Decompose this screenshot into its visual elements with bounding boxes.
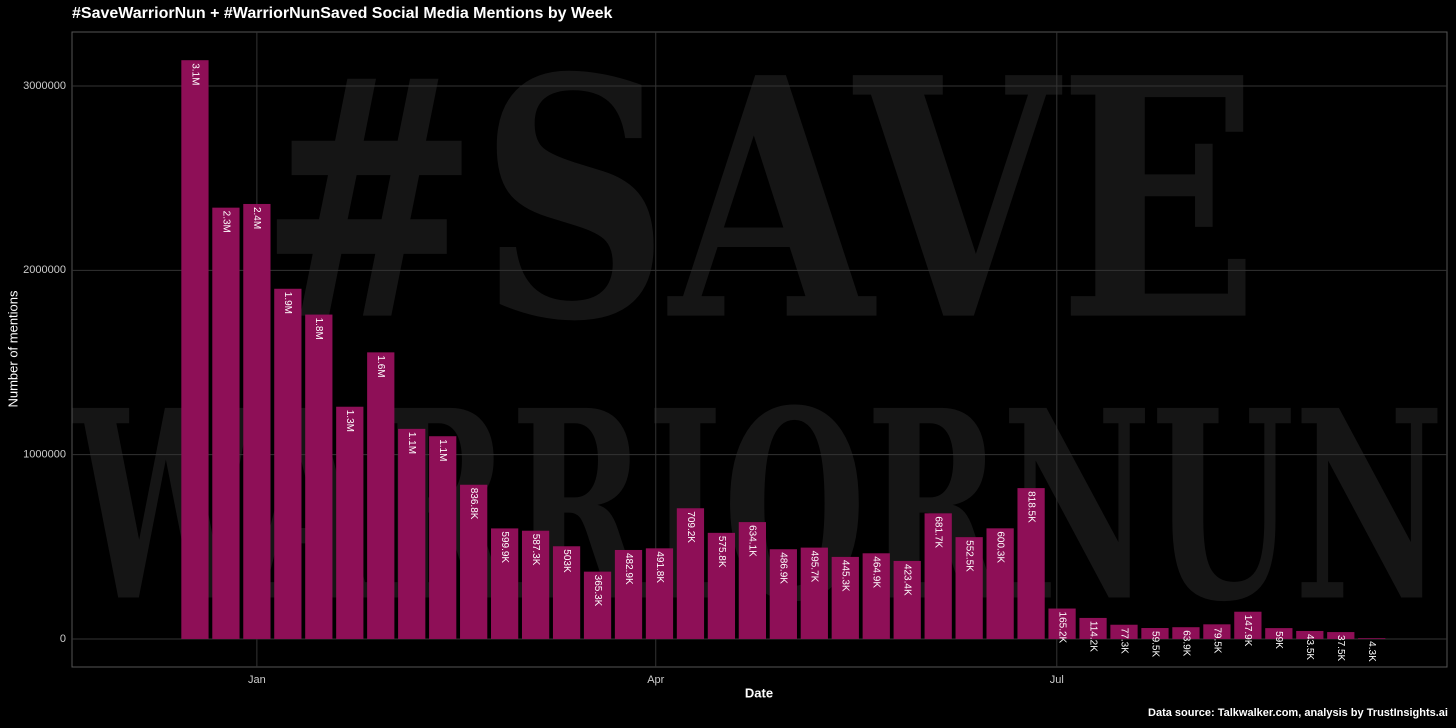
- data-label: 59K: [1273, 631, 1284, 649]
- data-label: 1.3M: [344, 410, 355, 432]
- data-label: 464.9K: [871, 556, 882, 588]
- data-label: 2.4M: [251, 207, 262, 229]
- data-label: 503K: [561, 549, 572, 573]
- bar: [491, 528, 519, 639]
- bar: [336, 406, 364, 639]
- y-axis-label: Number of mentions: [5, 290, 20, 408]
- bar: [614, 549, 643, 639]
- bar: [1048, 608, 1076, 639]
- bar: [707, 532, 736, 639]
- bar: [1079, 617, 1107, 639]
- data-label: 2.3M: [220, 211, 231, 233]
- chart-title: #SaveWarriorNun + #WarriorNunSaved Socia…: [72, 5, 613, 22]
- data-label: 114.2K: [1087, 621, 1098, 652]
- x-axis-label: Date: [745, 685, 773, 700]
- bar: [1358, 638, 1386, 639]
- plot-panel: [71, 31, 1448, 668]
- data-label: 423.4K: [902, 564, 913, 596]
- bar: [1265, 628, 1293, 639]
- bar: [862, 553, 890, 639]
- bar: [800, 547, 828, 639]
- source-note: Data source: Talkwalker.com, analysis by…: [1148, 707, 1448, 719]
- bar: [1203, 624, 1231, 639]
- data-label: 495.7K: [809, 551, 820, 583]
- data-label: 59.5K: [1149, 631, 1160, 657]
- bar: [398, 428, 426, 639]
- data-label: 37.5K: [1335, 635, 1346, 661]
- bar: [986, 528, 1014, 639]
- data-label: 836.8K: [468, 488, 479, 520]
- data-label: 43.5K: [1304, 634, 1315, 660]
- data-label: 486.9K: [778, 552, 789, 584]
- bar: [367, 352, 395, 639]
- x-tick-label: Apr: [647, 674, 664, 686]
- bar: [1296, 630, 1324, 639]
- bar: [305, 314, 333, 639]
- data-label: 491.8K: [654, 551, 665, 583]
- data-label: 818.5K: [1025, 491, 1036, 523]
- bar: [1172, 627, 1200, 639]
- bar: [676, 508, 705, 639]
- data-label: 552.5K: [964, 540, 975, 572]
- data-label: 587.3K: [530, 534, 541, 566]
- data-label: 575.8K: [716, 536, 727, 568]
- y-tick-label: 1000000: [23, 449, 66, 461]
- data-label: 1.6M: [375, 355, 386, 377]
- bar: [893, 560, 921, 639]
- bar: [552, 546, 581, 639]
- bar: [1234, 611, 1262, 639]
- bar: [429, 436, 457, 639]
- y-tick-label: 2000000: [23, 264, 66, 276]
- bar: [521, 530, 550, 639]
- data-label: 365.3K: [592, 575, 603, 607]
- bar: [274, 288, 302, 639]
- bar: [1141, 628, 1169, 639]
- data-label: 1.1M: [437, 439, 448, 461]
- data-label: 1.9M: [282, 292, 293, 314]
- bar: [243, 203, 271, 639]
- data-label: 482.9K: [623, 553, 634, 585]
- bar: [738, 522, 767, 639]
- data-label: 1.1M: [406, 432, 417, 454]
- data-label: 79.5K: [1211, 627, 1222, 653]
- y-tick-label: 0: [60, 633, 66, 645]
- data-label: 709.2K: [685, 511, 696, 543]
- bar: [955, 537, 983, 639]
- data-label: 3.1M: [189, 63, 200, 85]
- data-label: 147.9K: [1242, 615, 1253, 647]
- data-label: 77.3K: [1118, 628, 1129, 654]
- y-tick-label: 3000000: [23, 80, 66, 92]
- bar: [1110, 624, 1138, 639]
- bar: [769, 549, 797, 639]
- x-tick-label: Jan: [248, 674, 266, 686]
- watermark: #SAVE: [259, 6, 1259, 394]
- bar: [924, 513, 952, 639]
- data-label: 599.9K: [499, 531, 510, 563]
- bar: [460, 484, 488, 639]
- bar: [645, 548, 674, 639]
- data-label: 600.3K: [994, 531, 1005, 563]
- data-label: 681.7K: [933, 516, 944, 548]
- data-label: 634.1K: [747, 525, 758, 557]
- data-label: 165.2K: [1056, 612, 1067, 644]
- x-tick-label: Jul: [1050, 674, 1064, 686]
- bar: [212, 207, 240, 639]
- data-label: 63.9K: [1180, 630, 1191, 656]
- data-label: 4.3K: [1366, 641, 1377, 662]
- data-label: 1.8M: [313, 318, 324, 340]
- bar: [181, 60, 209, 639]
- data-label: 445.3K: [840, 560, 851, 592]
- bar: [831, 556, 859, 639]
- bar: [1017, 488, 1045, 639]
- bar: [583, 571, 612, 639]
- bar: [1327, 632, 1355, 639]
